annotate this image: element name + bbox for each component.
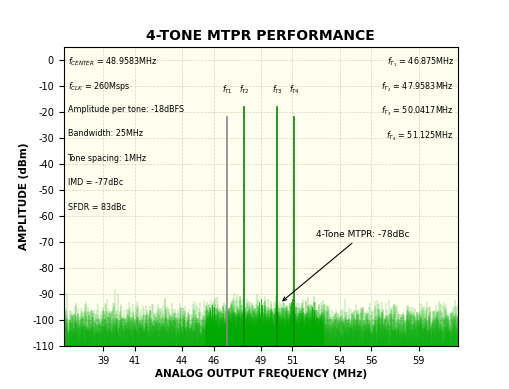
Text: Bandwidth: 25MHz: Bandwidth: 25MHz (68, 130, 143, 138)
Text: 4-Tone MTPR: -78dBc: 4-Tone MTPR: -78dBc (283, 230, 410, 301)
Text: $f_{CENTER}$ = 48.9583MHz: $f_{CENTER}$ = 48.9583MHz (68, 56, 157, 68)
Text: $f_{CLK}$ = 260Msps: $f_{CLK}$ = 260Msps (68, 80, 130, 93)
Text: SFDR = 83dBc: SFDR = 83dBc (68, 203, 126, 212)
X-axis label: ANALOG OUTPUT FREQUENCY (MHz): ANALOG OUTPUT FREQUENCY (MHz) (155, 369, 367, 379)
Text: $f_{T2}$: $f_{T2}$ (239, 84, 250, 96)
Text: $f_{T1}$: $f_{T1}$ (222, 84, 233, 96)
Y-axis label: AMPLITUDE (dBm): AMPLITUDE (dBm) (19, 143, 29, 250)
Text: $f_{T3}$: $f_{T3}$ (272, 84, 283, 96)
Text: $f_{T_2}$ = 47.9583MHz: $f_{T_2}$ = 47.9583MHz (381, 80, 454, 94)
Text: Tone spacing: 1MHz: Tone spacing: 1MHz (68, 154, 147, 163)
Title: 4-TONE MTPR PERFORMANCE: 4-TONE MTPR PERFORMANCE (147, 29, 375, 43)
Text: $f_{T_1}$ = 46.875MHz: $f_{T_1}$ = 46.875MHz (387, 56, 454, 69)
Text: Amplitude per tone: -18dBFS: Amplitude per tone: -18dBFS (68, 105, 184, 114)
Text: IMD = -77dBc: IMD = -77dBc (68, 179, 123, 187)
Text: $f_{T4}$: $f_{T4}$ (289, 84, 300, 96)
Text: $f_{T_3}$ = 50.0417MHz: $f_{T_3}$ = 50.0417MHz (381, 105, 454, 118)
Text: $f_{T_4}$ = 51.125MHz: $f_{T_4}$ = 51.125MHz (386, 130, 454, 143)
